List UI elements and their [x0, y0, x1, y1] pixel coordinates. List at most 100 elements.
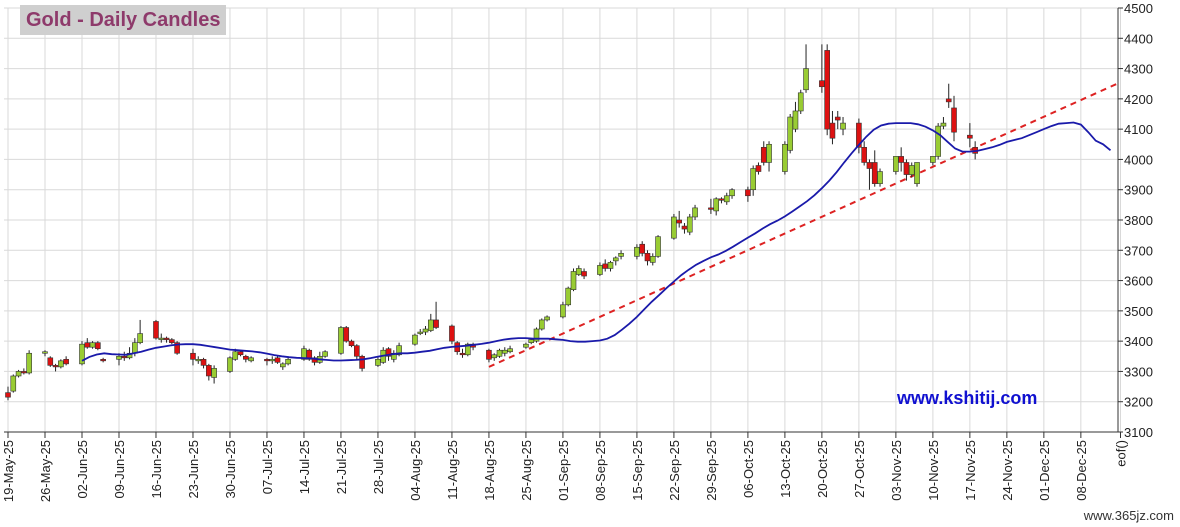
- candle-body: [893, 156, 899, 172]
- x-tick-label: 15-Sep-25: [630, 440, 645, 501]
- candle-body: [533, 328, 540, 342]
- candle-body: [671, 216, 677, 239]
- x-tick-label: 02-Jun-25: [75, 440, 90, 499]
- candle-body: [195, 359, 202, 362]
- candle-body: [486, 349, 492, 360]
- candle-body: [15, 371, 22, 377]
- candle-body: [385, 348, 392, 357]
- chart-title: Gold - Daily Candles: [26, 8, 221, 31]
- x-tick-label: 21-Jul-25: [334, 440, 349, 494]
- candle-body: [914, 162, 920, 184]
- candle-body: [84, 342, 91, 348]
- candle-body: [634, 246, 640, 257]
- y-tick-label: 3300: [1124, 364, 1153, 379]
- y-tick-label: 4500: [1124, 1, 1153, 16]
- candle-body: [607, 262, 614, 269]
- grid: [4, 7, 1121, 433]
- x-tick-label: 10-Nov-25: [926, 440, 941, 501]
- candle-body: [26, 352, 32, 374]
- candle-body: [692, 207, 698, 218]
- x-tick-label: 30-Jun-25: [223, 440, 238, 499]
- candle-body: [787, 116, 793, 151]
- candle-body: [723, 195, 730, 203]
- candle-body: [200, 359, 207, 366]
- candle-body: [829, 122, 836, 139]
- candle-body: [237, 351, 244, 356]
- candle-body: [782, 143, 788, 172]
- candle-body: [871, 162, 878, 184]
- candle-body: [676, 219, 682, 224]
- candle-body: [427, 319, 434, 331]
- candle-body: [47, 357, 54, 366]
- candle-body: [422, 328, 429, 333]
- candle-body: [100, 359, 106, 362]
- candle-body: [21, 371, 27, 374]
- candle-body: [169, 339, 175, 343]
- y-tick-label: 3800: [1124, 213, 1153, 228]
- x-tick-label: 28-Jul-25: [371, 440, 386, 494]
- candle-body: [729, 189, 735, 197]
- candle-body: [507, 348, 513, 353]
- candle-body: [560, 304, 566, 318]
- candle-body: [544, 316, 550, 321]
- candle-body: [639, 243, 646, 254]
- y-tick-label: 3700: [1124, 243, 1153, 258]
- candle-body: [491, 354, 498, 359]
- candle-body: [163, 337, 170, 340]
- candle-body: [655, 236, 661, 257]
- candle-body: [211, 368, 217, 378]
- candle-body: [433, 319, 439, 328]
- candle-body: [877, 171, 883, 184]
- candle-body: [940, 122, 947, 127]
- x-tick-label: 16-Jun-25: [149, 440, 164, 499]
- candle-body: [528, 339, 535, 343]
- candle-body: [285, 359, 291, 365]
- candle-body: [898, 156, 904, 163]
- candle-body: [95, 342, 101, 350]
- x-tick-label: 03-Nov-25: [889, 440, 904, 501]
- x-tick-label: 08-Dec-25: [1074, 440, 1089, 501]
- x-axis-ticks: 19-May-25 26-May-25 02-Jun-25 09-Jun-25 16-J…: [1, 432, 1128, 502]
- candle-body: [718, 198, 725, 201]
- candle-body: [856, 122, 862, 148]
- candle-body: [945, 98, 952, 103]
- candle-body: [745, 189, 751, 197]
- x-tick-label: 13-Oct-25: [778, 440, 793, 498]
- candle-body: [153, 321, 159, 339]
- candle-body: [116, 355, 122, 360]
- candle-body: [206, 365, 212, 377]
- candle-body: [681, 225, 688, 230]
- candle-body: [227, 357, 233, 372]
- candle-body: [412, 334, 418, 345]
- candle-body: [375, 359, 381, 366]
- x-tick-label: 01-Dec-25: [1037, 440, 1052, 501]
- y-tick-label: 3100: [1124, 425, 1153, 440]
- candle-body: [538, 319, 545, 330]
- candle-body: [618, 253, 624, 257]
- candle-body: [464, 343, 471, 356]
- candle-body: [264, 359, 270, 362]
- candle-body: [713, 198, 719, 212]
- candle-body: [338, 327, 344, 354]
- candle-body: [63, 359, 69, 365]
- candle-body: [359, 355, 365, 369]
- candle-body: [755, 165, 762, 172]
- candle-body: [834, 116, 841, 121]
- y-tick-label: 4400: [1124, 31, 1153, 46]
- candle-body: [935, 125, 941, 157]
- candle-body: [158, 337, 165, 340]
- trendline: [488, 81, 1121, 368]
- x-tick-label: 07-Jul-25: [260, 440, 275, 494]
- candle-body: [5, 392, 11, 398]
- website-label[interactable]: www.kshitij.com: [897, 388, 1038, 408]
- candle-body: [58, 360, 64, 368]
- candle-body: [565, 287, 572, 306]
- candle-body: [354, 345, 360, 357]
- x-tick-label: 11-Aug-25: [445, 440, 460, 500]
- candle-body: [951, 107, 957, 133]
- candle-body: [132, 342, 138, 354]
- candle-body: [52, 365, 59, 368]
- candle-body: [612, 257, 619, 262]
- y-tick-label: 3500: [1124, 304, 1153, 319]
